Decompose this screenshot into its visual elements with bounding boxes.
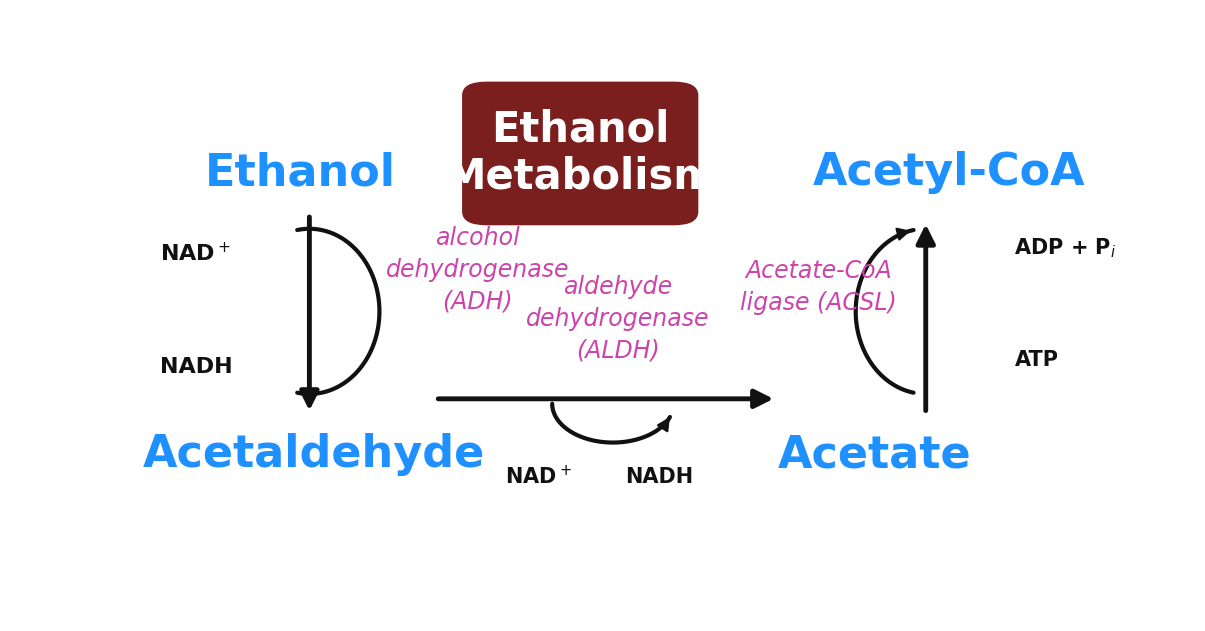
Text: Ethanol: Ethanol bbox=[205, 151, 395, 194]
FancyBboxPatch shape bbox=[464, 83, 696, 224]
Text: Acetate: Acetate bbox=[777, 433, 971, 476]
Text: ATP: ATP bbox=[1015, 350, 1058, 370]
Text: NADH: NADH bbox=[160, 357, 233, 377]
Text: Acetyl-CoA: Acetyl-CoA bbox=[813, 151, 1086, 194]
Text: ADP + P$_i$: ADP + P$_i$ bbox=[1015, 237, 1117, 260]
Text: NAD$^+$: NAD$^+$ bbox=[505, 465, 571, 488]
Text: NADH: NADH bbox=[625, 466, 694, 487]
Text: Acetaldehyde: Acetaldehyde bbox=[143, 433, 486, 476]
Text: Ethanol
Metabolism: Ethanol Metabolism bbox=[443, 109, 717, 198]
Text: alcohol
dehydrogenase
(ADH): alcohol dehydrogenase (ADH) bbox=[386, 227, 569, 314]
Text: NAD$^+$: NAD$^+$ bbox=[160, 242, 231, 265]
Text: aldehyde
dehydrogenase
(ALDH): aldehyde dehydrogenase (ALDH) bbox=[525, 275, 710, 362]
Text: Acetate-CoA
ligase (ACSL): Acetate-CoA ligase (ACSL) bbox=[740, 259, 897, 315]
